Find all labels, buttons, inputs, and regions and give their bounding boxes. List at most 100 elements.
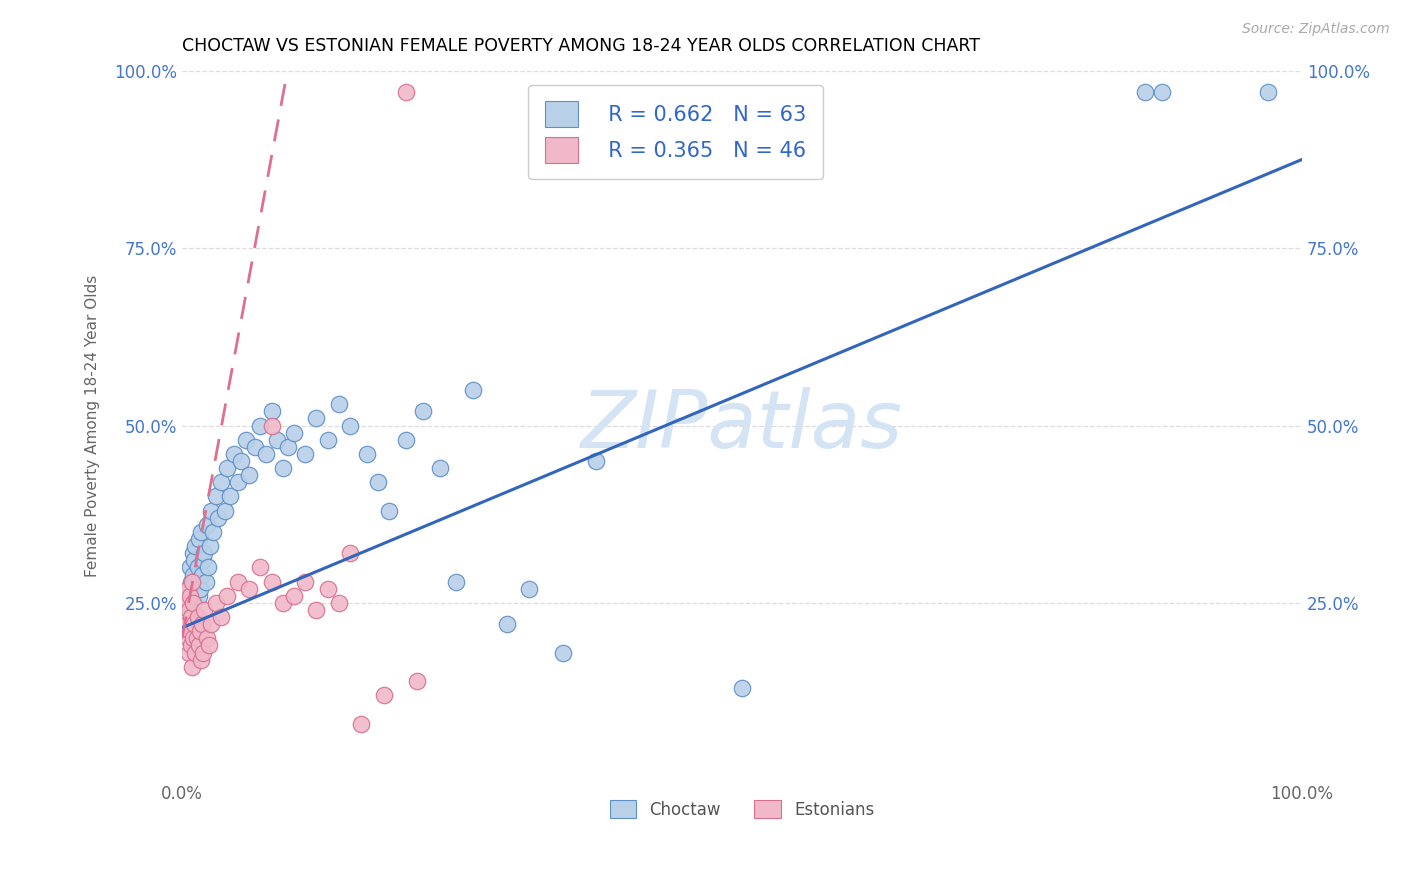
Point [495,617,517,632]
Point [195,517,218,532]
Point [446,574,468,589]
Point [188,624,211,639]
Point [238,468,260,483]
Point [260,574,283,589]
Point [193,646,215,660]
Point [356,447,378,461]
Point [187,560,209,574]
Point [183,617,205,632]
Text: ZIPatlas: ZIPatlas [581,386,903,465]
Point [181,660,204,674]
Point [222,447,245,461]
Point [200,617,222,632]
Point [176,617,198,632]
Point [187,589,209,603]
Point [271,461,294,475]
Point [328,397,350,411]
Point [198,639,221,653]
Point [177,603,200,617]
Point [179,589,201,603]
Point [181,546,204,560]
Point [181,596,204,610]
Text: Source: ZipAtlas.com: Source: ZipAtlas.com [1241,22,1389,37]
Point [238,582,260,596]
Point [186,632,208,646]
Point [179,624,201,639]
Point [193,603,215,617]
Point [226,574,249,589]
Point [215,589,238,603]
Point [190,653,212,667]
Point [226,475,249,490]
Point [207,510,229,524]
Point [271,596,294,610]
Point [179,560,201,574]
Point [1257,85,1279,99]
Point [731,681,754,695]
Point [517,582,540,596]
Point [187,532,209,546]
Point [193,546,215,560]
Point [231,454,253,468]
Point [305,411,328,425]
Point [191,567,214,582]
Point [194,574,217,589]
Point [219,490,242,504]
Point [200,503,222,517]
Point [181,632,204,646]
Point [283,425,305,440]
Point [195,632,218,646]
Point [373,688,395,702]
Point [395,85,418,99]
Point [209,610,232,624]
Point [180,610,202,624]
Point [260,404,283,418]
Point [176,582,198,596]
Point [191,617,214,632]
Point [184,539,207,553]
Point [215,461,238,475]
Point [294,447,316,461]
Point [249,560,271,574]
Point [260,418,283,433]
Point [202,524,225,539]
Point [367,475,389,490]
Point [243,440,266,454]
Point [177,646,200,660]
Point [266,433,288,447]
Point [176,582,198,596]
Point [294,574,316,589]
Point [204,490,226,504]
Point [328,596,350,610]
Point [181,567,204,582]
Point [350,716,373,731]
Point [186,574,208,589]
Point [187,610,209,624]
Point [395,433,418,447]
Point [406,673,429,688]
Point [249,418,271,433]
Point [193,553,215,567]
Text: CHOCTAW VS ESTONIAN FEMALE POVERTY AMONG 18-24 YEAR OLDS CORRELATION CHART: CHOCTAW VS ESTONIAN FEMALE POVERTY AMONG… [181,37,980,55]
Point [283,589,305,603]
Point [198,539,221,553]
Point [254,447,277,461]
Point [181,596,204,610]
Point [214,503,236,517]
Point [176,632,198,646]
Point [551,646,574,660]
Point [187,639,209,653]
Point [339,418,361,433]
Point [209,475,232,490]
Point [1135,85,1157,99]
Y-axis label: Female Poverty Among 18-24 Year Olds: Female Poverty Among 18-24 Year Olds [86,275,100,576]
Point [181,574,204,589]
Point [305,603,328,617]
Point [277,440,299,454]
Point [235,433,257,447]
Legend: Choctaw, Estonians: Choctaw, Estonians [603,793,882,825]
Point [316,433,339,447]
Point [429,461,451,475]
Point [197,560,219,574]
Point [378,503,401,517]
